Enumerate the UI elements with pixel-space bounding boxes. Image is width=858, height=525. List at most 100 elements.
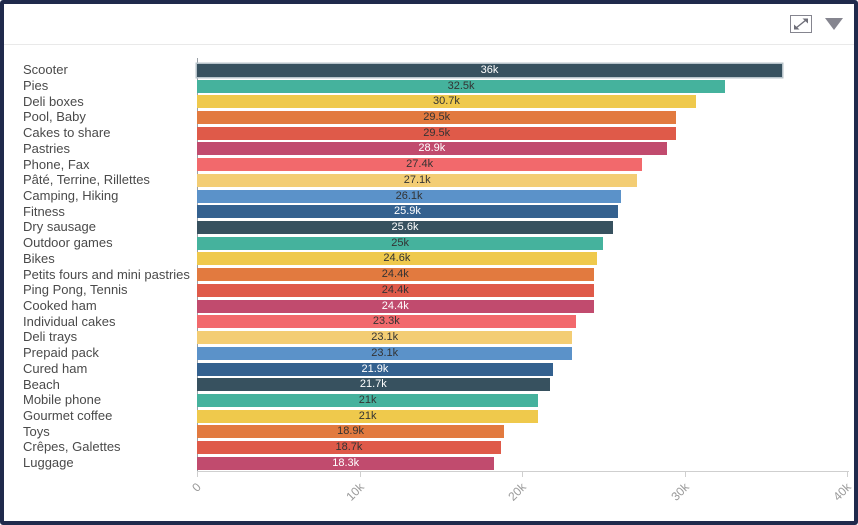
bar[interactable]: 24.4k [197, 283, 594, 297]
bar-value-label: 27.1k [403, 173, 431, 186]
chart-row: Pies 32.5k [4, 78, 847, 94]
bar[interactable]: 24.6k [197, 252, 597, 266]
category-label: Cured ham [23, 361, 88, 376]
bar-track: 30.7k [197, 95, 847, 109]
x-axis-tick [359, 472, 361, 477]
chart-row: Scooter 36k [4, 63, 847, 79]
chart-row: Beach 21.7k [4, 377, 847, 393]
bar-track: 24.4k [197, 268, 847, 282]
bar-value-label: 27.4k [406, 158, 434, 171]
chart-row: Cakes to share 29.5k [4, 125, 847, 141]
bar[interactable]: 21k [197, 409, 539, 423]
category-label: Pâté, Terrine, Rillettes [23, 173, 150, 188]
category-label: Outdoor games [23, 236, 113, 251]
bar[interactable]: 18.9k [197, 425, 505, 439]
bar[interactable]: 27.1k [197, 173, 638, 187]
category-label: Beach [23, 377, 60, 392]
bar-track: 23.3k [197, 315, 847, 329]
bar[interactable]: 23.1k [197, 346, 573, 360]
bar[interactable]: 28.9k [197, 142, 667, 156]
chart-row: Toys 18.9k [4, 424, 847, 440]
bar[interactable]: 18.3k [197, 456, 495, 470]
bar[interactable]: 23.3k [197, 315, 576, 329]
bar-value-label: 18.9k [337, 425, 365, 438]
bar-track: 25k [197, 236, 847, 250]
category-label: Phone, Fax [23, 157, 90, 172]
category-label: Pies [23, 78, 49, 93]
chart-row: Individual cakes 23.3k [4, 314, 847, 330]
bar-track: 25.6k [197, 221, 847, 235]
x-axis-tick-label: 0 [189, 480, 204, 495]
x-axis-line [197, 471, 849, 477]
bar[interactable]: 18.7k [197, 441, 501, 455]
x-axis-tick-label: 10k [342, 480, 367, 504]
category-label: Deli trays [23, 330, 78, 345]
bar-track: 27.1k [197, 173, 847, 187]
bar-track: 36k [197, 63, 847, 77]
bar-value-label: 24.4k [381, 268, 409, 281]
x-axis-tick [847, 472, 848, 477]
chart-row: Crêpes, Galettes 18.7k [4, 440, 847, 456]
bar[interactable]: 21k [197, 393, 539, 407]
category-label: Petits fours and mini pastries [23, 267, 190, 282]
bar-value-label: 21k [358, 393, 377, 406]
bar-track: 23.1k [197, 331, 847, 345]
chart-row: Prepaid pack 23.1k [4, 345, 847, 361]
bar-value-label: 24.6k [383, 252, 411, 265]
bar[interactable]: 24.4k [197, 268, 594, 282]
bar-track: 18.9k [197, 425, 847, 439]
category-label: Scooter [23, 63, 68, 78]
category-label: Deli boxes [23, 94, 84, 109]
chart-row: Ping Pong, Tennis 24.4k [4, 283, 847, 299]
category-label: Individual cakes [23, 314, 116, 329]
bar[interactable]: 32.5k [197, 79, 726, 93]
chart-row: Outdoor games 25k [4, 235, 847, 251]
chart-row: Camping, Hiking 26.1k [4, 188, 847, 204]
bar[interactable]: 26.1k [197, 189, 622, 203]
bar-value-label: 23.1k [371, 331, 399, 344]
bar-value-label: 21k [358, 409, 377, 422]
chart-row: Bikes 24.6k [4, 251, 847, 267]
category-label: Pool, Baby [23, 110, 86, 125]
bar-value-label: 36k [480, 63, 499, 76]
x-axis-tick-label: 20k [505, 480, 529, 504]
bar-value-label: 21.9k [361, 362, 389, 375]
chart-row: Deli boxes 30.7k [4, 94, 847, 110]
bar-track: 24.4k [197, 283, 847, 297]
chart-row: Deli trays 23.1k [4, 330, 847, 346]
bar-value-label: 32.5k [447, 79, 475, 92]
bar-track: 21.7k [197, 378, 847, 392]
bar[interactable]: 21.9k [197, 362, 553, 376]
chart-row: Pool, Baby 29.5k [4, 110, 847, 126]
bar[interactable]: 27.4k [197, 158, 643, 172]
maximize-icon[interactable] [790, 15, 812, 33]
bar[interactable]: 24.4k [197, 299, 594, 313]
caret-down-icon[interactable] [825, 18, 843, 30]
bar[interactable]: 36k [197, 63, 782, 77]
category-label: Ping Pong, Tennis [23, 283, 128, 298]
bar[interactable]: 23.1k [197, 331, 573, 345]
bar-value-label: 25k [391, 236, 409, 249]
bar[interactable]: 29.5k [197, 111, 677, 125]
bar-track: 24.6k [197, 252, 847, 266]
category-label: Camping, Hiking [23, 188, 119, 203]
bar[interactable]: 29.5k [197, 126, 677, 140]
bar[interactable]: 30.7k [197, 95, 696, 109]
bar[interactable]: 25k [197, 236, 604, 250]
bar-value-label: 25.9k [393, 205, 421, 218]
chart-row: Phone, Fax 27.4k [4, 157, 847, 173]
bar[interactable]: 25.9k [197, 205, 618, 219]
bar-value-label: 29.5k [423, 111, 451, 124]
bar-track: 18.3k [197, 456, 847, 470]
bar-track: 26.1k [197, 189, 847, 203]
bar-value-label: 23.1k [371, 346, 399, 359]
bar-value-label: 23.3k [372, 315, 400, 328]
bar-track: 29.5k [197, 111, 847, 125]
bar[interactable]: 21.7k [197, 378, 550, 392]
chart-row: Pastries 28.9k [4, 141, 847, 157]
bar-value-label: 28.9k [418, 142, 446, 155]
chart-row: Luggage 18.3k [4, 455, 847, 471]
category-label: Bikes [23, 251, 55, 266]
bar[interactable]: 25.6k [197, 221, 613, 235]
